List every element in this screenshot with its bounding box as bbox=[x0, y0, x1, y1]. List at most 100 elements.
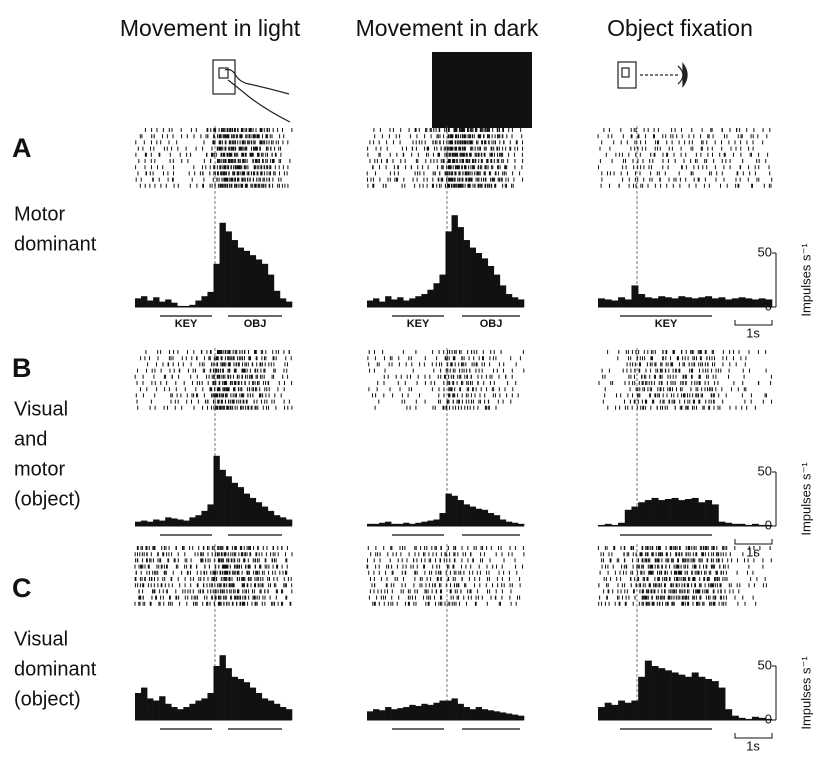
histogram-bar bbox=[476, 253, 482, 307]
histogram-bar bbox=[482, 709, 488, 720]
histogram-bar bbox=[494, 515, 500, 526]
histogram-bar bbox=[433, 703, 439, 720]
histogram-bar bbox=[256, 259, 262, 307]
time-scale-label: 1s bbox=[746, 544, 760, 559]
raster-trial bbox=[602, 565, 763, 569]
raster-trial bbox=[138, 147, 280, 151]
raster-trial bbox=[141, 356, 292, 360]
raster-trial bbox=[627, 362, 745, 366]
histogram-bar bbox=[171, 303, 177, 307]
raster-trial bbox=[136, 178, 281, 182]
histogram-bar bbox=[725, 299, 732, 307]
histogram-bar bbox=[665, 670, 672, 720]
histogram-bar bbox=[500, 712, 506, 720]
raster-trial bbox=[598, 546, 770, 550]
histogram-bar bbox=[652, 298, 659, 307]
histogram-bar bbox=[268, 511, 274, 526]
row-label: Visual bbox=[14, 628, 68, 650]
histogram-bar bbox=[177, 520, 183, 526]
histogram-bar bbox=[274, 704, 280, 720]
raster-trial bbox=[140, 184, 288, 188]
histogram-bar bbox=[232, 240, 238, 307]
histogram-bar bbox=[379, 710, 385, 720]
histogram-bar bbox=[718, 522, 725, 526]
raster-trial bbox=[135, 565, 287, 569]
raster-trial bbox=[599, 165, 770, 169]
raster-trial bbox=[371, 577, 520, 581]
histogram-bar bbox=[262, 698, 268, 720]
histogram-bar bbox=[286, 302, 292, 307]
time-scale-bar bbox=[735, 539, 772, 544]
raster bbox=[367, 128, 522, 188]
histogram-bar bbox=[262, 264, 268, 307]
histogram-bar bbox=[165, 299, 171, 307]
histogram-bar bbox=[625, 299, 632, 307]
histogram-bar bbox=[141, 296, 147, 307]
histogram-bar bbox=[452, 496, 458, 526]
raster-trial bbox=[603, 375, 772, 379]
histogram-bar bbox=[268, 701, 274, 720]
histogram-bar bbox=[427, 521, 433, 526]
histogram-bar bbox=[678, 296, 685, 307]
histogram-bar bbox=[159, 521, 165, 526]
histogram-bar bbox=[214, 456, 220, 526]
histogram-bar bbox=[494, 275, 500, 307]
histogram-bar bbox=[518, 299, 524, 307]
histogram-bar bbox=[658, 500, 665, 526]
time-scale-label: 1s bbox=[746, 325, 760, 340]
histogram-bar bbox=[421, 294, 427, 307]
raster-trial bbox=[384, 375, 512, 379]
raster-trial bbox=[138, 369, 287, 373]
raster-trial bbox=[136, 153, 281, 157]
histogram-bar bbox=[452, 215, 458, 307]
rate-tick-label: 0 bbox=[765, 298, 772, 313]
histogram-bar bbox=[397, 708, 403, 720]
histogram-bar bbox=[220, 655, 226, 720]
histogram-bar bbox=[268, 275, 274, 307]
histogram-bar bbox=[214, 264, 220, 307]
histogram-bar bbox=[446, 494, 452, 526]
histogram bbox=[135, 655, 292, 720]
histogram-bar bbox=[506, 294, 512, 307]
histogram-bar bbox=[226, 476, 232, 526]
histogram-bar bbox=[415, 296, 421, 307]
raster-trial bbox=[368, 546, 523, 550]
histogram-bar bbox=[685, 677, 692, 720]
histogram bbox=[598, 285, 772, 307]
row-label: dominant bbox=[14, 233, 97, 255]
raster-trial bbox=[598, 134, 767, 138]
histogram-bar bbox=[692, 298, 699, 307]
histogram-bar bbox=[685, 297, 692, 307]
histogram-bar bbox=[391, 299, 397, 307]
raster bbox=[135, 350, 292, 410]
raster-trial bbox=[608, 406, 756, 410]
raster-trial bbox=[368, 153, 523, 157]
histogram-bar bbox=[201, 698, 207, 720]
histogram-bar bbox=[280, 707, 286, 720]
raster-trial bbox=[148, 362, 288, 366]
histogram-bar bbox=[397, 297, 403, 307]
histogram-bar bbox=[135, 298, 141, 307]
histogram-bar bbox=[159, 696, 165, 720]
time-scale-label: 1s bbox=[746, 738, 760, 753]
histogram-bar bbox=[645, 297, 652, 307]
histogram-bar bbox=[488, 710, 494, 720]
raster-trial bbox=[368, 356, 521, 360]
histogram-bar bbox=[256, 693, 262, 720]
histogram-bar bbox=[280, 298, 286, 307]
histogram-bar bbox=[705, 679, 712, 720]
event-label: KEY bbox=[175, 318, 198, 330]
histogram-bar bbox=[189, 517, 195, 526]
histogram-bar bbox=[439, 513, 445, 526]
histogram-bar bbox=[214, 666, 220, 720]
histogram-bar bbox=[705, 296, 712, 307]
histogram-bar bbox=[698, 677, 705, 720]
raster-trial bbox=[369, 350, 523, 354]
histogram-bar bbox=[286, 520, 292, 526]
histogram-bar bbox=[226, 668, 232, 720]
panel-letter: C bbox=[12, 573, 32, 603]
histogram-bar bbox=[403, 707, 409, 720]
raster-trial bbox=[368, 178, 523, 182]
raster bbox=[135, 546, 292, 606]
histogram-bar bbox=[373, 298, 379, 307]
